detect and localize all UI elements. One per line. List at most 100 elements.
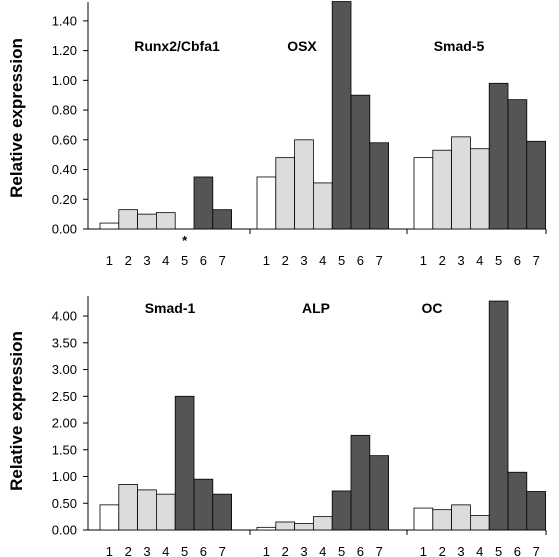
- x-tick-label: 1: [420, 544, 427, 557]
- y-tick-label: 4.00: [52, 309, 77, 324]
- bar: [469, 148, 490, 230]
- x-tick-label: 7: [219, 253, 226, 268]
- bar: [99, 504, 120, 531]
- bar: [507, 99, 528, 230]
- x-tick-label: 6: [200, 253, 207, 268]
- y-tick-label: 0.20: [52, 192, 77, 207]
- x-tick-label: 6: [514, 544, 521, 557]
- y-tick-label: 1.00: [52, 73, 77, 88]
- bar: [488, 82, 509, 230]
- bar: [137, 489, 157, 531]
- x-tick-label: 4: [162, 544, 169, 557]
- x-tick-label: 5: [338, 544, 345, 557]
- x-tick-label: 6: [357, 544, 364, 557]
- x-tick-label: 5: [181, 544, 188, 557]
- y-tick-label: 0.50: [52, 496, 77, 511]
- x-tick-label: 3: [143, 253, 150, 268]
- bar: [350, 94, 371, 230]
- y-tick-label: 0.80: [52, 103, 77, 118]
- x-tick-label: 4: [476, 544, 483, 557]
- bar: [451, 504, 471, 531]
- x-tick-label: 4: [319, 544, 326, 557]
- bar: [451, 136, 471, 230]
- panel-bottom: 0.00 0.50 1.00 1.50 2.00 2.50 3.00 3.50 4.00 Rela…: [7, 296, 547, 557]
- x-tick-label: 1: [263, 544, 270, 557]
- x-tick-label: 3: [457, 253, 464, 268]
- x-tick-label: 2: [125, 544, 132, 557]
- y-tick-label: 0.00: [52, 523, 77, 538]
- bar: [275, 521, 295, 531]
- y-tick-label: 2.50: [52, 389, 77, 404]
- y-tick-label: 1.20: [52, 43, 77, 58]
- y-tick-label: 2.00: [52, 416, 77, 431]
- bar: [312, 516, 333, 531]
- bar: [331, 490, 352, 531]
- x-tick-label: 7: [533, 544, 540, 557]
- bar: [369, 455, 389, 531]
- x-tick-label: 2: [282, 253, 289, 268]
- x-tick-label: 1: [106, 253, 113, 268]
- bar: [212, 209, 233, 230]
- bar: [488, 300, 509, 531]
- x-tick-label: 7: [376, 253, 383, 268]
- x-tick-label: 2: [439, 544, 446, 557]
- bar: [312, 182, 333, 230]
- bar: [526, 140, 546, 230]
- group-title: OSX: [287, 38, 317, 54]
- x-tick-label: 7: [533, 253, 540, 268]
- x-tick-label: 5: [181, 253, 188, 268]
- x-tick-label: 1: [263, 253, 270, 268]
- x-tick-label: 3: [300, 544, 307, 557]
- x-tick-label: 7: [376, 544, 383, 557]
- x-tick-label: 2: [125, 253, 132, 268]
- x-tick-label: 5: [495, 544, 502, 557]
- bar: [155, 212, 176, 230]
- bar: [174, 395, 195, 531]
- bar: [350, 434, 371, 531]
- y-tick-label: 3.00: [52, 362, 77, 377]
- y-tick-label: 0.40: [52, 162, 77, 177]
- x-tick-label: 6: [200, 544, 207, 557]
- x-tick-label: 2: [439, 253, 446, 268]
- bar: [137, 213, 157, 230]
- bar: [118, 209, 139, 230]
- x-tick-label: 2: [282, 544, 289, 557]
- x-tick-label: 7: [219, 544, 226, 557]
- y-tick-label: 3.50: [52, 335, 77, 350]
- y-tick-label: 1.50: [52, 442, 77, 457]
- bar: [331, 1, 352, 230]
- x-tick-label: 4: [319, 253, 326, 268]
- x-tick-label: 3: [457, 544, 464, 557]
- bar: [469, 515, 490, 531]
- bar: [275, 157, 295, 230]
- bar: [432, 149, 452, 230]
- significance-marker: *: [182, 233, 188, 248]
- bar: [99, 222, 120, 230]
- group-title: Runx2/Cbfa1: [134, 38, 220, 54]
- x-tick-label: 5: [495, 253, 502, 268]
- bar: [155, 493, 176, 531]
- y-tick-label: 1.40: [52, 13, 77, 28]
- y-tick-label: 0.00: [52, 222, 77, 237]
- x-tick-label: 3: [143, 544, 150, 557]
- x-tick-label: 1: [106, 544, 113, 557]
- x-tick-label: 4: [162, 253, 169, 268]
- bar: [432, 509, 452, 531]
- group-title: Smad-5: [434, 38, 485, 54]
- y-tick-label: 0.60: [52, 132, 77, 147]
- x-tick-label: 3: [300, 253, 307, 268]
- bar: [526, 491, 546, 531]
- bar: [413, 157, 434, 230]
- group-title: Smad-1: [145, 300, 196, 316]
- bar: [193, 478, 214, 531]
- bar: [413, 507, 434, 531]
- bar: [256, 176, 277, 230]
- group-title: ALP: [302, 300, 330, 316]
- bar: [212, 493, 233, 531]
- bar: [369, 142, 389, 230]
- x-tick-label: 4: [476, 253, 483, 268]
- group-title: OC: [422, 300, 443, 316]
- x-tick-label: 5: [338, 253, 345, 268]
- bar: [256, 526, 277, 531]
